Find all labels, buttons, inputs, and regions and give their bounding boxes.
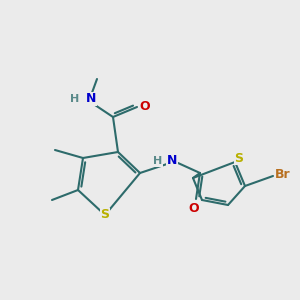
Text: O: O <box>189 202 199 214</box>
Text: S: S <box>235 152 244 164</box>
Text: H: H <box>70 94 80 104</box>
Text: H: H <box>153 156 163 166</box>
Text: N: N <box>86 92 96 106</box>
Text: O: O <box>140 100 150 113</box>
Text: N: N <box>167 154 177 167</box>
Text: Br: Br <box>275 167 291 181</box>
Text: S: S <box>100 208 109 221</box>
